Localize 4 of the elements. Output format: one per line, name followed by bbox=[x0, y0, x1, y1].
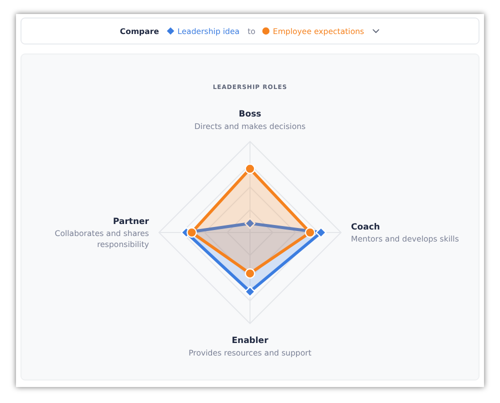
spoke-label: Enabler bbox=[232, 336, 270, 346]
spoke-label: Boss bbox=[238, 110, 262, 120]
spoke-label: Coach bbox=[351, 222, 380, 232]
spoke-label: Partner bbox=[112, 216, 150, 227]
